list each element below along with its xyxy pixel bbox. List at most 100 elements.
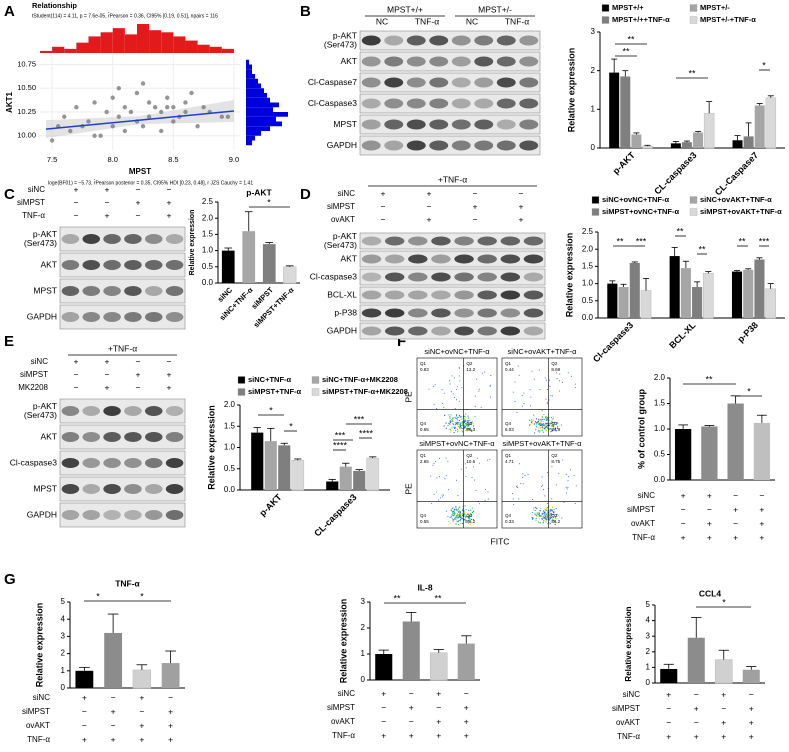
flow-dot [546,516,548,519]
flow-dot [535,425,537,427]
flow-dot [443,425,445,427]
flow-dot [541,427,543,429]
flow-dot [452,520,454,522]
flow-dot [575,485,577,487]
blot-strip [359,72,541,93]
blot-band [500,254,521,264]
flow-dot [555,484,557,486]
scatter-point [165,105,170,110]
scatter-point [189,90,194,96]
flow-dot [450,429,452,432]
flow-dot [539,522,541,524]
flow-dot [550,513,553,515]
flow-dot [448,414,450,416]
quadrant-value: 0.55 [420,519,429,524]
flow-dot [447,520,450,523]
flow-dot [561,517,563,519]
quadrant-value: 84.9 [551,427,560,432]
blot-band [103,260,121,270]
scatter-point [140,81,146,86]
condition-label: siMPST [17,198,45,207]
flow-dot [467,425,469,427]
flow-dot [457,422,459,424]
flow-dot [436,477,438,479]
condition-label: ovAKT [26,721,50,730]
blot-band [61,510,80,520]
flow-dot [573,475,575,477]
flow-dot [549,511,551,513]
quadrant-name: Q2 [551,453,558,458]
flow-dot [544,510,546,512]
blot-band [103,458,121,468]
flow-dot [452,417,454,419]
histogram-bar [246,88,264,93]
flow-dot [539,389,541,391]
blot-band [477,272,497,282]
flow-dot [467,415,469,417]
blot-band [474,140,494,151]
flow-dot [484,371,486,373]
flow-dot [553,421,555,423]
flow-dot [465,429,467,432]
condition-mark: − [111,720,116,730]
condition-mark: + [139,720,144,730]
y-tick-label: 2.0 [582,244,594,253]
y-axis-label: Relative expression [34,603,44,688]
blot-band [145,432,163,442]
condition-label: siMPST [612,704,640,713]
condition-mark: + [82,692,87,702]
x-tick-label: CL-Caspase7 [713,150,760,197]
flow-dot [455,516,457,518]
flow-dot [550,513,552,515]
flow-dot [543,488,545,490]
y-axis-label: Relative expression [206,405,216,490]
flow-dot [474,416,476,418]
lane-label: NC [376,16,388,26]
condition-mark: − [681,504,686,514]
flow-dot [435,491,437,493]
y-tick-label: 5 [646,600,651,609]
blot-strip [59,304,186,330]
condition-label: MK2208 [18,383,48,392]
flow-dot [449,416,451,418]
scatter-point [116,86,121,91]
bar [132,669,152,689]
flow-dot [486,459,488,461]
flow-dot [472,423,474,425]
legend-label: siMPST+ovNC+TNF-α [602,207,680,216]
condition-mark: + [436,716,441,726]
condition-mark: + [707,518,712,528]
flow-dot [570,375,572,377]
blot-band [384,290,405,300]
flow-dot [518,374,520,376]
y-tick-label: 1 [591,104,596,113]
blot-band [61,432,80,442]
flow-dot [542,428,544,430]
flow-dot [462,513,464,515]
scatter-point [159,128,164,134]
flow-dot [455,415,458,417]
flow-dot [453,427,456,429]
panel-label: D [300,186,311,203]
scatter-point [104,109,109,115]
flow-dot [546,418,549,420]
flow-dot [547,502,549,504]
flow-dot [544,515,547,517]
flow-dot [449,428,451,430]
quadrant-value: 2.65 [420,459,429,464]
flow-dot [531,370,533,372]
flow-dot [457,431,459,433]
bar [674,429,692,480]
significance-label: *** [759,236,770,246]
y-axis-label: % of control group [636,389,646,469]
blot-band [408,254,428,264]
condition-mark: + [168,720,173,730]
bar [457,643,475,680]
flow-dot [567,372,569,374]
flow-dot [463,511,465,514]
flow-dot [435,407,437,409]
blot-band [429,98,449,109]
y-tick-label: 1.0 [224,443,236,452]
flow-dot [541,429,543,431]
quadrant-name: Q3 [466,513,473,518]
